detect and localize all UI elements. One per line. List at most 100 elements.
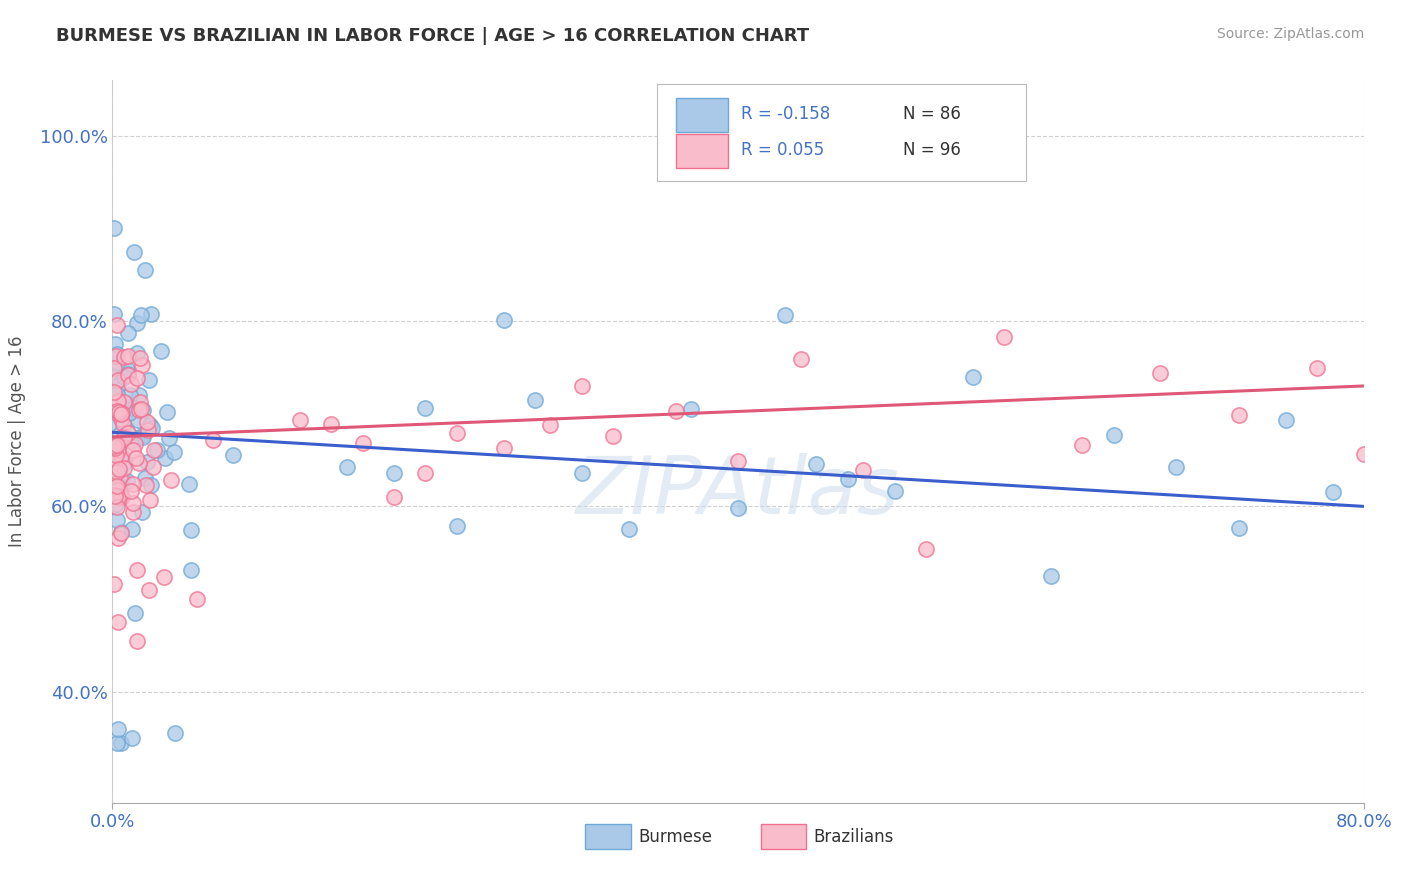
Point: [790, 352, 813, 367]
Text: Burmese: Burmese: [638, 828, 711, 846]
Point: [124, 436, 146, 450]
Point: [571, 467, 593, 481]
Text: ZIPAtlas: ZIPAtlas: [576, 453, 900, 531]
Point: [110, 525, 132, 540]
Point: [1039, 568, 1063, 582]
Point: [415, 467, 437, 481]
Point: [153, 570, 176, 584]
Text: N = 86: N = 86: [903, 105, 962, 123]
Text: BURMESE VS BRAZILIAN IN LABOR FORCE | AGE > 16 CORRELATION CHART: BURMESE VS BRAZILIAN IN LABOR FORCE | AG…: [56, 27, 810, 45]
Point: [120, 434, 142, 448]
Text: N = 96: N = 96: [903, 141, 962, 160]
Point: [117, 350, 139, 364]
Point: [105, 736, 128, 750]
Point: [1227, 521, 1250, 535]
Point: [108, 471, 131, 485]
Point: [112, 429, 135, 443]
Point: [105, 438, 128, 452]
Point: [105, 404, 128, 418]
Point: [121, 505, 143, 519]
Point: [112, 456, 135, 470]
FancyBboxPatch shape: [585, 824, 630, 849]
Point: [110, 449, 132, 463]
Point: [128, 456, 150, 470]
Point: [103, 385, 125, 400]
Point: [122, 244, 145, 259]
Point: [124, 606, 146, 620]
Point: [128, 402, 150, 417]
Point: [103, 368, 125, 383]
Point: [134, 471, 156, 485]
Point: [290, 413, 312, 427]
Point: [415, 401, 437, 416]
Point: [727, 454, 749, 468]
Point: [121, 443, 143, 458]
Point: [107, 377, 129, 392]
Y-axis label: In Labor Force | Age > 16: In Labor Force | Age > 16: [7, 335, 25, 548]
Point: [122, 477, 145, 491]
Point: [446, 519, 468, 533]
Point: [104, 444, 127, 458]
Point: [156, 405, 179, 419]
Point: [806, 458, 828, 472]
Point: [103, 455, 125, 469]
Point: [131, 505, 153, 519]
Point: [1306, 361, 1329, 376]
Point: [117, 326, 139, 341]
Point: [112, 394, 135, 409]
Point: [127, 431, 149, 445]
Point: [108, 426, 131, 441]
Point: [139, 493, 162, 508]
FancyBboxPatch shape: [675, 97, 728, 132]
Point: [135, 478, 157, 492]
Point: [118, 387, 141, 401]
Point: [118, 406, 141, 420]
Point: [155, 450, 177, 465]
Point: [110, 526, 132, 541]
Point: [1166, 459, 1188, 474]
Text: Brazilians: Brazilians: [813, 828, 894, 846]
Point: [382, 467, 405, 481]
Point: [104, 349, 127, 363]
Point: [110, 480, 132, 494]
Point: [105, 356, 128, 370]
Point: [110, 490, 132, 504]
Point: [112, 431, 135, 445]
Point: [221, 448, 243, 462]
Point: [105, 483, 128, 498]
Point: [105, 318, 128, 332]
Point: [727, 500, 749, 515]
Point: [115, 396, 138, 410]
Point: [852, 463, 875, 477]
Point: [105, 466, 128, 480]
Point: [1274, 413, 1296, 427]
Point: [122, 496, 145, 510]
Point: [132, 403, 155, 417]
Text: R = -0.158: R = -0.158: [741, 105, 830, 123]
Point: [121, 731, 143, 745]
Point: [104, 396, 127, 410]
Point: [883, 483, 905, 498]
Point: [105, 387, 128, 401]
Point: [1102, 428, 1125, 442]
Point: [602, 429, 624, 443]
Point: [103, 360, 125, 375]
Point: [117, 474, 139, 488]
Point: [108, 404, 131, 418]
Point: [108, 462, 131, 476]
Point: [105, 479, 128, 493]
Point: [121, 522, 143, 536]
Point: [122, 401, 145, 416]
FancyBboxPatch shape: [761, 824, 806, 849]
Point: [1353, 447, 1375, 461]
Point: [180, 524, 202, 538]
Point: [136, 424, 159, 438]
Point: [107, 373, 129, 387]
Point: [103, 577, 125, 591]
Point: [103, 488, 125, 502]
Point: [117, 367, 139, 381]
Point: [120, 483, 142, 498]
Point: [138, 582, 160, 597]
Point: [125, 346, 148, 360]
Point: [177, 477, 200, 491]
